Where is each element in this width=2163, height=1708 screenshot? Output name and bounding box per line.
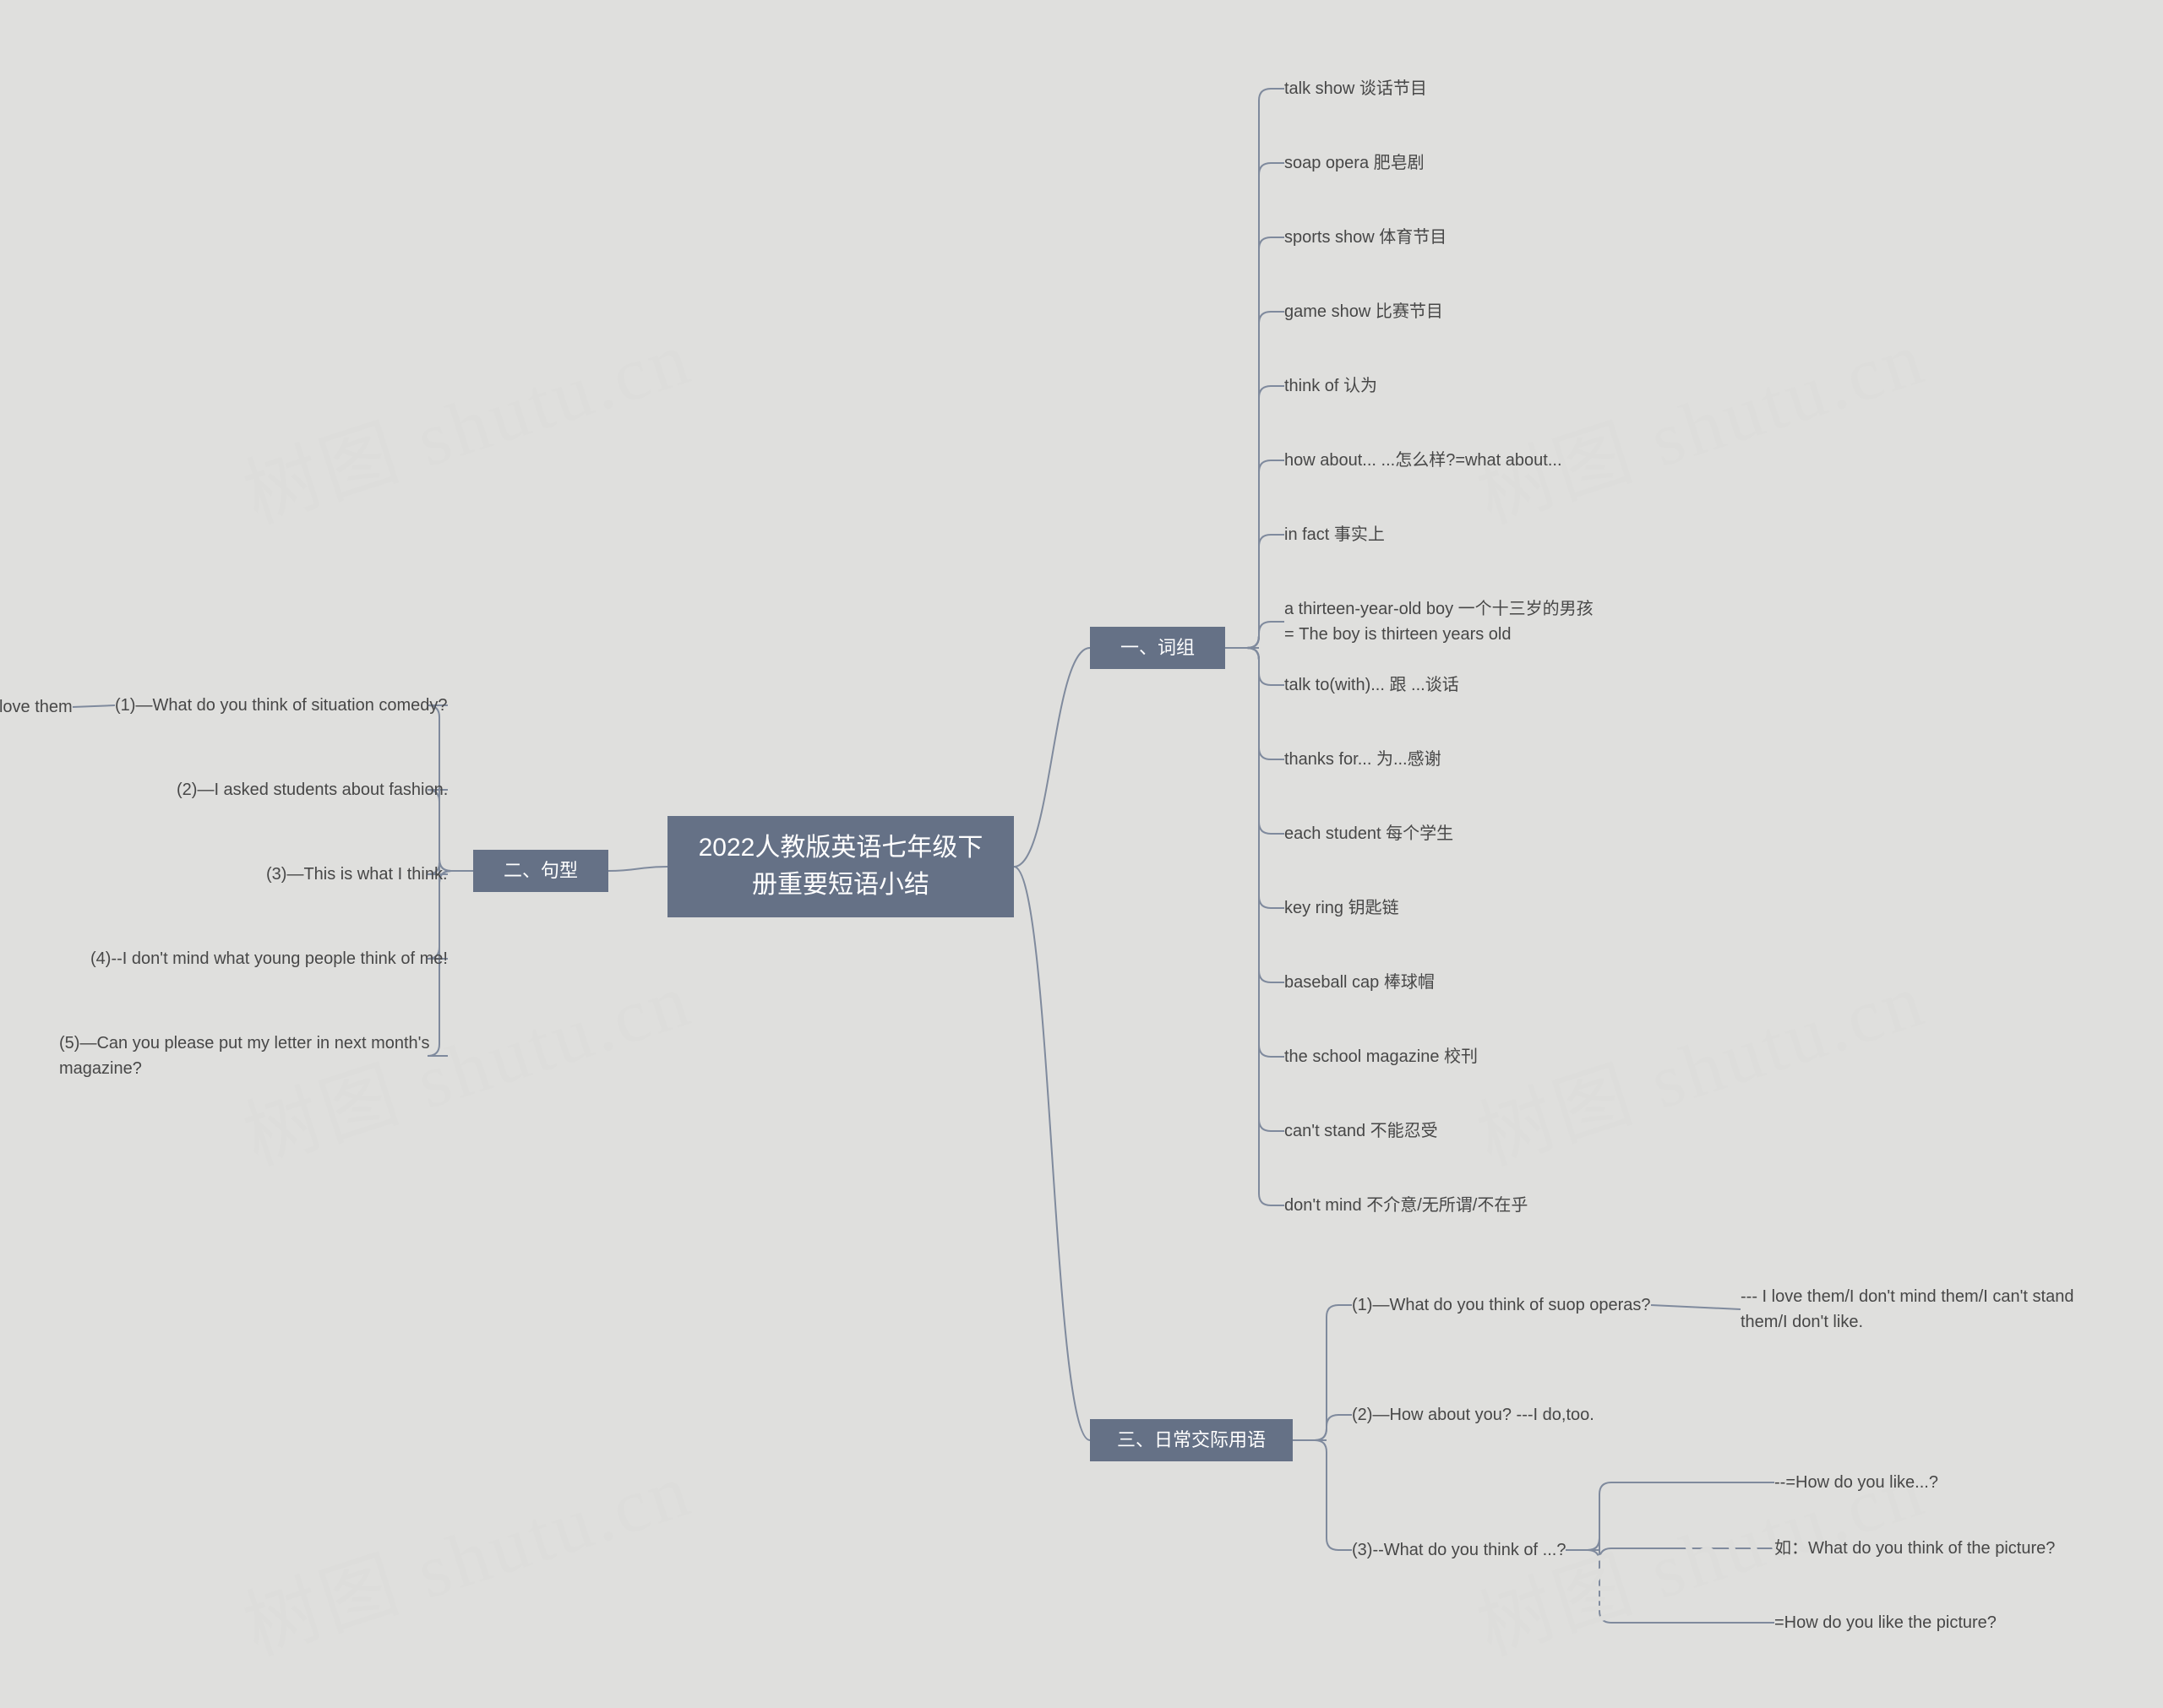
- daily-subitem: 如：What do you think of the picture?: [1774, 1536, 2055, 1561]
- sentence-item: (4)--I don't mind what young people thin…: [90, 946, 448, 971]
- sentence-subitem: -- I love them: [0, 694, 73, 720]
- phrase-item: talk to(with)... 跟 ...谈话: [1284, 672, 1459, 698]
- daily-subitem: =How do you like the picture?: [1774, 1610, 1997, 1635]
- phrase-item: in fact 事实上: [1284, 522, 1385, 547]
- branch-daily: 三、日常交际用语: [1090, 1419, 1293, 1461]
- sentence-item: (2)—I asked students about fashion.: [177, 777, 448, 802]
- phrase-item: sports show 体育节目: [1284, 225, 1447, 250]
- daily-subitem: --=How do you like...?: [1774, 1470, 1938, 1495]
- phrase-item: a thirteen-year-old boy 一个十三岁的男孩 = The b…: [1284, 596, 1594, 647]
- root-node: 2022人教版英语七年级下 册重要短语小结: [667, 816, 1014, 917]
- daily-item: (2)—How about you? ---I do,too.: [1352, 1402, 1594, 1428]
- branch-phrases: 一、词组: [1090, 627, 1225, 669]
- phrase-item: thanks for... 为...感谢: [1284, 747, 1441, 772]
- phrase-item: the school magazine 校刊: [1284, 1044, 1478, 1069]
- phrase-item: can't stand 不能忍受: [1284, 1118, 1438, 1144]
- phrase-item: don't mind 不介意/无所谓/不在乎: [1284, 1193, 1528, 1218]
- sentence-item: (5)—Can you please put my letter in next…: [59, 1031, 448, 1081]
- daily-item: (3)--What do you think of ...?: [1352, 1537, 1566, 1563]
- watermark: 树图 shutu.cn: [1462, 938, 1937, 1185]
- connectors-layer: [0, 0, 2163, 1708]
- sentence-item: (3)—This is what I think.: [266, 862, 448, 887]
- phrase-item: key ring 钥匙链: [1284, 895, 1399, 921]
- watermark: 树图 shutu.cn: [228, 1428, 703, 1675]
- daily-subitem: --- I love them/I don't mind them/I can'…: [1741, 1284, 2095, 1335]
- sentence-item: (1)—What do you think of situation comed…: [115, 693, 448, 718]
- phrase-item: game show 比赛节目: [1284, 299, 1443, 324]
- watermark: 树图 shutu.cn: [228, 296, 703, 543]
- phrase-item: how about... ...怎么样?=what about...: [1284, 448, 1562, 473]
- watermark: 树图 shutu.cn: [1462, 296, 1937, 543]
- phrase-item: soap opera 肥皂剧: [1284, 150, 1425, 176]
- daily-item: (1)—What do you think of suop operas?: [1352, 1292, 1651, 1318]
- phrase-item: baseball cap 棒球帽: [1284, 970, 1435, 995]
- phrase-item: talk show 谈话节目: [1284, 76, 1427, 101]
- branch-sentences: 二、句型: [473, 850, 608, 892]
- phrase-item: each student 每个学生: [1284, 821, 1453, 846]
- phrase-item: think of 认为: [1284, 373, 1377, 399]
- mindmap-canvas: 树图 shutu.cn 树图 shutu.cn 树图 shutu.cn 树图 shut…: [0, 0, 2163, 1708]
